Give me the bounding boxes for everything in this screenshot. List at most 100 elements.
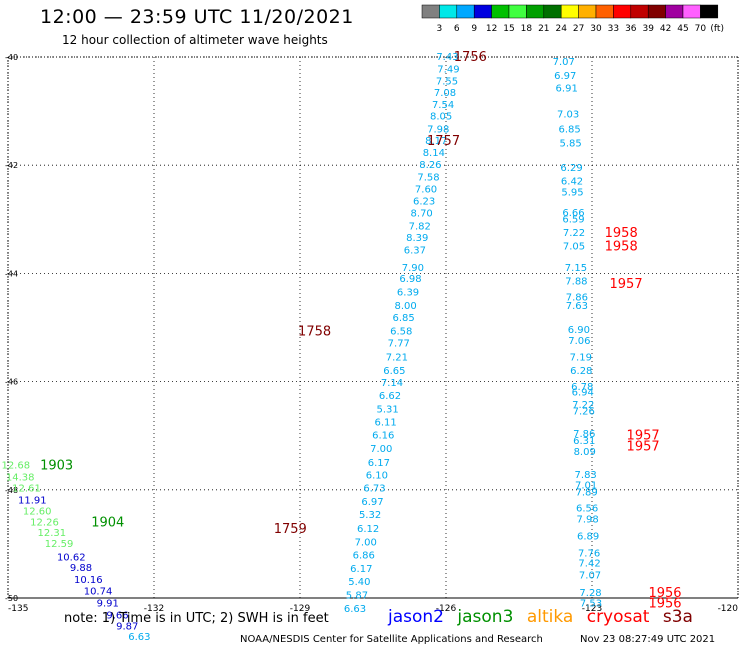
swh-observation: 7.77 [388,339,410,350]
swh-observation: 5.95 [561,187,583,198]
swh-observation: 7.53 [580,598,602,609]
swh-observation: 7.98 [427,124,449,135]
swh-observation: 7.86 [573,429,595,440]
colorbar-swatch [682,4,701,19]
colorbar-swatch [700,4,719,19]
pass-time-label: 1958 [605,226,638,241]
colorbar-swatch [439,4,458,19]
colorbar-tick: 6 [454,24,460,34]
satellite-jason2: jason2 [388,607,444,627]
pass-time-label: 1756 [454,50,487,65]
colorbar-tick: 24 [555,24,567,34]
colorbar-tick: 27 [573,24,584,34]
swh-observation: 11.91 [18,496,47,507]
swh-observation: 7.88 [565,277,587,288]
swh-observation: 10.16 [74,575,103,586]
swh-observation: 7.42 [578,558,600,569]
swh-observation: 8.26 [419,160,441,171]
swh-observation: 6.86 [353,550,375,561]
swh-observation: 6.85 [393,313,415,324]
colorbar-swatch [578,4,597,19]
colorbar-tick: 36 [625,24,637,34]
swh-observation: 9.88 [70,563,92,574]
swh-observation: 7.83 [575,470,597,481]
swh-observation: 12.59 [45,539,74,550]
colorbar-swatch [491,4,510,19]
pass-time-label: 1758 [298,324,331,339]
page-title: 12:00 — 23:59 UTC 11/20/2021 [40,6,354,28]
footer-note: note: 1) Time is in UTC; 2) SWH is in fe… [64,611,329,626]
colorbar-swatch [560,4,579,19]
pass-time-label: 1903 [40,458,73,473]
credit-line: NOAA/NESDIS Center for Satellite Applica… [240,634,543,645]
swh-observation: 7.49 [437,64,459,75]
colorbar-tick: 39 [642,24,654,34]
swh-observation: 7.15 [565,263,587,274]
swh-observation: 8.09 [574,447,596,458]
swh-observation: 7.05 [563,241,585,252]
satellite-legend: jason2 jason3 altika cryosat s3a [388,607,701,627]
map-grid [7,56,739,599]
swh-observation: 6.29 [560,163,582,174]
swh-observation: 8.17 [425,136,447,147]
satellite-s3a: s3a [662,607,693,627]
swh-observation: 10.74 [84,587,113,598]
swh-observation: 9.87 [116,622,138,633]
pass-time-label: 1956 [648,586,681,601]
swh-observation: 10.62 [57,552,86,563]
pass-time-label: 1956 [648,596,681,611]
swh-observation: 6.58 [390,326,412,337]
swh-observation: 7.55 [436,76,458,87]
swh-observation: 7.21 [386,352,408,363]
swh-observation: 6.17 [350,564,372,575]
swh-observation: 7.28 [579,588,601,599]
colorbar-swatch [595,4,614,19]
swh-observation: 12.26 [30,517,59,528]
swh-observation: 8.14 [423,148,445,159]
swh-observation: 7.08 [434,88,456,99]
swh-observation: 12.31 [37,528,66,539]
lon-tick-label: -135 [8,604,28,614]
swh-observation: 6.59 [562,214,584,225]
lat-tick-label: -50 [5,594,18,603]
swh-observation: 6.98 [399,274,421,285]
swh-observation: 12.60 [23,506,52,517]
swh-observation: 6.23 [413,196,435,207]
swh-observation: 7.60 [415,185,437,196]
satellite-jason3: jason3 [457,607,514,627]
pass-time-label: 1957 [627,429,660,444]
swh-observation: 6.10 [366,471,388,482]
swh-observation: 7.19 [570,352,592,363]
swh-observation: 5.87 [346,590,368,601]
swh-observation: 6.78 [571,382,593,393]
swh-observation: 7.00 [355,537,377,548]
swh-observation: 6.90 [568,325,590,336]
swh-observation: 6.62 [379,391,401,402]
swh-observation: 7.54 [432,100,454,111]
swh-observation: 7.76 [578,549,600,560]
swh-observation: 12.61 [12,484,41,495]
axis-labels: -40 -42 -44 -46 -48 -50-135 -132 -129 -126 -123 -1… [5,53,738,614]
colorbar-swatch [456,4,475,19]
swh-observation: 6.73 [363,484,385,495]
colorbar-swatch [630,4,649,19]
swh-observation: 6.91 [556,83,578,94]
swh-observation: 6.63 [128,632,150,643]
colorbar-unit: (ft) [710,24,724,34]
lat-tick-label: -40 [5,53,18,62]
swh-observation: 7.63 [566,301,588,312]
colorbar-tick: 30 [590,24,602,34]
swh-observation: 8.39 [406,233,428,244]
swh-observation: 8.00 [394,301,416,312]
swh-observation: 7.22 [563,228,585,239]
colorbar-legend: 3 6 9 12 15 18 21 24 27 30 33 36 39 42 45 70 (ft) [421,4,724,34]
swh-observation: 6.97 [554,71,576,82]
swh-observation: 6.11 [375,418,397,429]
colorbar-tick: 12 [486,24,497,34]
colorbar-tick: 18 [521,24,533,34]
swh-observation: 6.42 [561,176,583,187]
swh-observation: 8.70 [411,208,433,219]
swh-observation: 5.31 [376,405,398,416]
swh-observation: 7.07 [579,570,601,581]
